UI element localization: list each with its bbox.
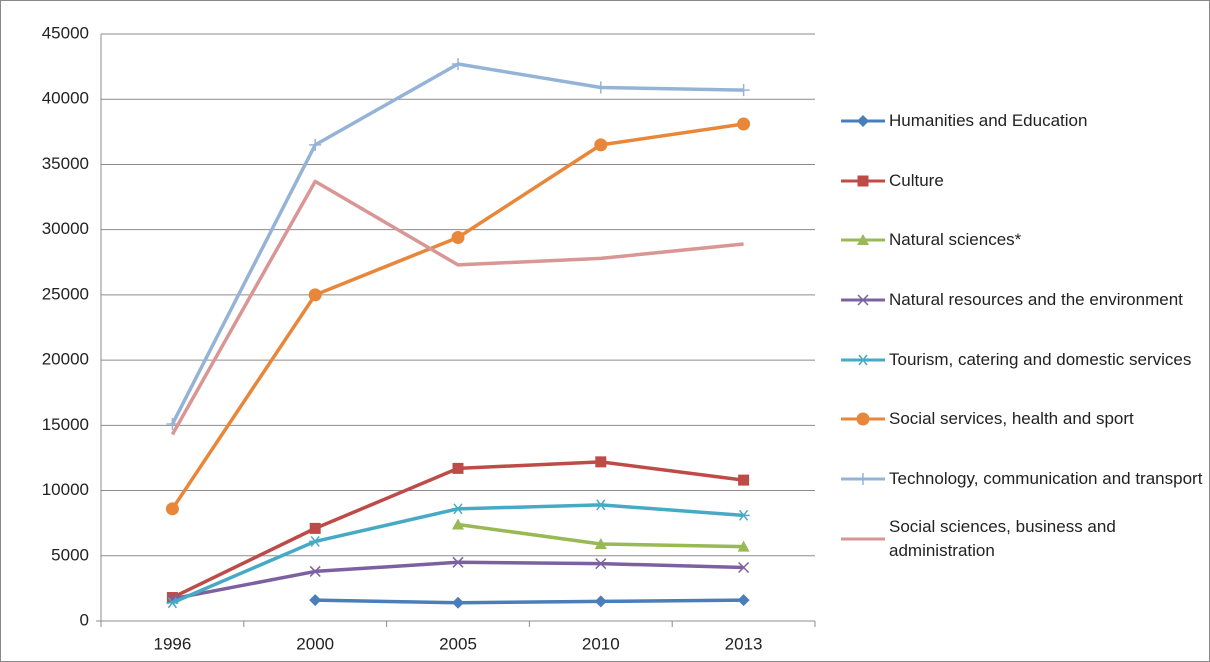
- legend-label: Culture: [889, 170, 944, 190]
- x-tick-label: 1996: [153, 634, 191, 653]
- y-tick-label: 25000: [42, 284, 89, 303]
- legend-swatch: [841, 472, 885, 485]
- marker: [452, 58, 464, 71]
- legend-swatch: [841, 114, 885, 127]
- marker: [309, 594, 322, 607]
- marker: [594, 538, 607, 550]
- x-tick-label: 2010: [582, 634, 620, 653]
- legend-item: Natural sciences*: [839, 210, 1209, 270]
- marker: [452, 518, 464, 530]
- legend-item: Humanities and Education: [839, 91, 1209, 151]
- y-tick-label: 45000: [42, 23, 89, 42]
- legend-swatch: [841, 234, 885, 246]
- legend-item: Technology, communication and transport: [839, 449, 1209, 509]
- legend-swatch: [841, 537, 885, 541]
- y-tick-label: 15000: [42, 415, 89, 434]
- y-tick-label: 35000: [42, 154, 89, 173]
- marker: [309, 138, 322, 151]
- series-line: [170, 62, 744, 425]
- series-line: [171, 460, 744, 600]
- marker: [309, 565, 321, 577]
- y-tick-label: 10000: [42, 480, 89, 499]
- marker: [595, 456, 607, 468]
- series-line: [170, 122, 744, 510]
- marker: [737, 540, 750, 552]
- marker: [737, 594, 750, 607]
- marker: [166, 597, 179, 609]
- x-tick-label: 2000: [296, 634, 334, 653]
- marker: [856, 412, 870, 426]
- marker: [452, 556, 464, 568]
- y-tick-label: 0: [80, 610, 89, 629]
- marker: [165, 502, 179, 516]
- legend-label: Tourism, catering and domestic services: [889, 349, 1192, 369]
- marker: [857, 234, 869, 246]
- marker: [451, 230, 465, 244]
- y-tick-label: 40000: [42, 89, 89, 108]
- legend-label: Natural sciences*: [889, 230, 1022, 250]
- marker: [452, 503, 464, 515]
- legend-item: Tourism, catering and domestic services: [839, 330, 1209, 390]
- legend-label: Humanities and Education: [889, 110, 1088, 130]
- marker: [738, 561, 750, 574]
- marker: [594, 499, 607, 511]
- marker: [594, 81, 607, 94]
- marker: [595, 558, 607, 570]
- legend: Humanities and Education Culture Natural s…: [839, 91, 1209, 569]
- y-tick-label: 30000: [42, 219, 89, 238]
- marker: [452, 462, 464, 474]
- marker: [857, 175, 869, 187]
- legend-swatch: [841, 412, 885, 426]
- marker: [857, 354, 869, 366]
- x-tick-label: 2005: [439, 634, 477, 653]
- series-line: [315, 598, 744, 605]
- legend-item: Culture: [839, 151, 1209, 211]
- marker: [737, 509, 750, 521]
- legend-swatch: [841, 175, 885, 187]
- y-tick-label: 20000: [42, 350, 89, 369]
- marker: [857, 294, 869, 306]
- legend-label: Social services, health and sport: [889, 409, 1134, 429]
- marker: [857, 114, 869, 127]
- marker: [737, 117, 751, 131]
- marker: [594, 595, 607, 608]
- series-line: [170, 179, 744, 436]
- marker: [594, 138, 608, 152]
- legend-label: Technology, communication and transport: [889, 468, 1203, 488]
- marker: [309, 535, 322, 547]
- legend-item: Natural resources and the environment: [839, 270, 1209, 330]
- marker: [452, 596, 464, 609]
- legend-item: Social sciences, business and administra…: [839, 509, 1209, 569]
- marker: [737, 84, 750, 97]
- y-tick-label: 5000: [51, 545, 89, 564]
- marker: [857, 472, 869, 485]
- marker: [738, 474, 750, 486]
- x-tick-label: 2013: [725, 634, 763, 653]
- marker: [308, 288, 322, 302]
- legend-swatch: [841, 354, 885, 366]
- legend-label: Natural resources and the environment: [889, 289, 1183, 309]
- legend-swatch: [841, 294, 885, 306]
- legend-label: Social sciences, business and administra…: [889, 516, 1116, 560]
- marker: [309, 522, 321, 534]
- legend-item: Social services, health and sport: [839, 389, 1209, 449]
